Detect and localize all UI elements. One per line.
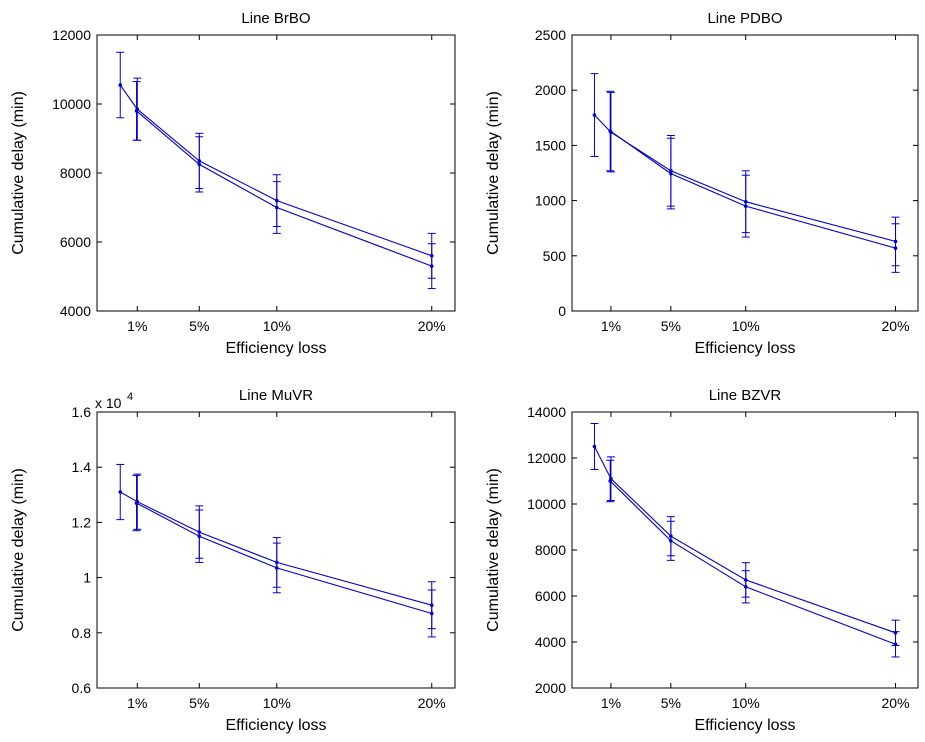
y-tick-label: 2000 — [535, 680, 566, 696]
x-tick-label: 20% — [418, 695, 446, 711]
x-tick-label: 5% — [189, 318, 209, 334]
x-axis-label: Efficiency loss — [694, 340, 795, 357]
y-tick-label: 2500 — [535, 27, 566, 43]
chart-panel-3: Line MuVR 0.6 0.8 1 1.2 1.4 1.6 1% 5% 10% 20% Effic… — [10, 387, 456, 734]
y-tick-label: 0 — [558, 303, 566, 319]
y-tick-label: 10000 — [52, 96, 91, 112]
data-point — [669, 171, 673, 176]
data-point — [592, 113, 597, 117]
chart-panel-2: Line PDBO 0 500 1000 1500 2000 2500 1% 5% 10% 20% E… — [485, 10, 919, 357]
data-point — [274, 566, 279, 570]
data-point — [743, 585, 748, 589]
axes-box — [571, 34, 919, 312]
series-1 — [116, 463, 436, 630]
y-tick-label: 14000 — [527, 404, 566, 420]
y-tick-label: 6000 — [60, 234, 91, 250]
y-tick-label: 4000 — [535, 634, 566, 650]
axes-box — [571, 411, 919, 689]
series-line — [594, 446, 896, 634]
series-line — [609, 480, 896, 645]
chart-panel-4: Line BZVR 2000 4000 6000 8000 10000 12000 14000… — [485, 387, 919, 734]
y-tick-label: 1 — [83, 570, 91, 586]
y-tick-label: 8000 — [535, 542, 566, 558]
y-tick-label: 500 — [543, 248, 567, 264]
series-line — [594, 114, 896, 242]
data-point — [429, 264, 434, 268]
series-2 — [606, 459, 900, 658]
x-tick-label: 1% — [601, 318, 621, 334]
y-tick-label: 0.8 — [72, 625, 92, 641]
data-point — [197, 162, 202, 167]
y-axis-label: Cumulative delay (min) — [485, 468, 502, 632]
series-line — [609, 130, 896, 249]
x-tick-label: 1% — [601, 695, 621, 711]
x-axis-label: Efficiency loss — [225, 340, 326, 357]
chart-title: Line MuVR — [239, 387, 313, 404]
data-point — [893, 246, 898, 250]
y-tick-label: 1500 — [535, 137, 566, 153]
data-point — [608, 129, 612, 133]
series-line — [119, 491, 432, 606]
y-tick-label: 1.2 — [72, 514, 92, 530]
y-multiplier: x 10 — [95, 395, 122, 411]
y-axis-label: Cumulative delay (min) — [10, 91, 27, 255]
data-point — [743, 204, 748, 208]
data-point — [118, 490, 123, 494]
x-axis-label: Efficiency loss — [694, 717, 795, 734]
x-tick-label: 5% — [661, 318, 681, 334]
y-tick-label: 4000 — [60, 303, 91, 319]
x-tick-label: 5% — [661, 695, 681, 711]
x-tick-label: 5% — [189, 695, 209, 711]
x-tick-label: 10% — [263, 695, 291, 711]
series-1 — [590, 423, 900, 646]
y-tick-label: 0.6 — [72, 680, 92, 696]
x-tick-label: 20% — [882, 695, 910, 711]
y-multiplier-exponent: 4 — [127, 391, 133, 403]
series-line — [119, 84, 432, 257]
y-axis-label: Cumulative delay (min) — [485, 91, 502, 255]
chart-title: Line BrBO — [241, 10, 310, 27]
data-point — [429, 611, 434, 616]
series-1 — [116, 51, 436, 279]
y-tick-label: 12000 — [527, 450, 566, 466]
chart-title: Line PDBO — [707, 10, 782, 27]
data-point — [197, 534, 202, 538]
y-tick-label: 1000 — [535, 193, 566, 209]
y-tick-label: 2000 — [535, 82, 566, 98]
data-point — [608, 479, 612, 483]
axes-box — [96, 411, 456, 689]
data-point — [669, 539, 673, 543]
x-tick-label: 10% — [263, 318, 291, 334]
y-tick-label: 12000 — [52, 27, 91, 43]
series-2 — [132, 474, 436, 638]
y-tick-label: 10000 — [527, 496, 566, 512]
y-tick-label: 1.4 — [72, 459, 92, 475]
y-tick-label: 6000 — [535, 588, 566, 604]
x-tick-label: 10% — [732, 695, 760, 711]
chart-panel-1: Line BrBO 4000 6000 8000 10000 12000 1% 5% 10% 20… — [10, 10, 456, 357]
x-axis-label: Efficiency loss — [225, 717, 326, 734]
x-tick-label: 1% — [127, 695, 147, 711]
x-tick-label: 1% — [127, 318, 147, 334]
axes-box — [96, 34, 456, 312]
data-point — [592, 444, 597, 449]
x-tick-label: 20% — [418, 318, 446, 334]
x-tick-label: 20% — [882, 318, 910, 334]
data-point — [134, 501, 139, 505]
chart-title: Line BZVR — [709, 387, 782, 404]
series-line — [136, 502, 432, 615]
data-point — [893, 642, 898, 647]
series-2 — [606, 90, 900, 273]
x-tick-label: 10% — [732, 318, 760, 334]
y-tick-label: 1.6 — [72, 404, 92, 420]
y-tick-label: 8000 — [60, 165, 91, 181]
data-point — [274, 205, 279, 210]
data-point — [118, 83, 123, 87]
data-point — [134, 109, 139, 113]
series-2 — [132, 81, 436, 290]
series-line — [136, 110, 432, 267]
y-axis-label: Cumulative delay (min) — [10, 468, 27, 632]
